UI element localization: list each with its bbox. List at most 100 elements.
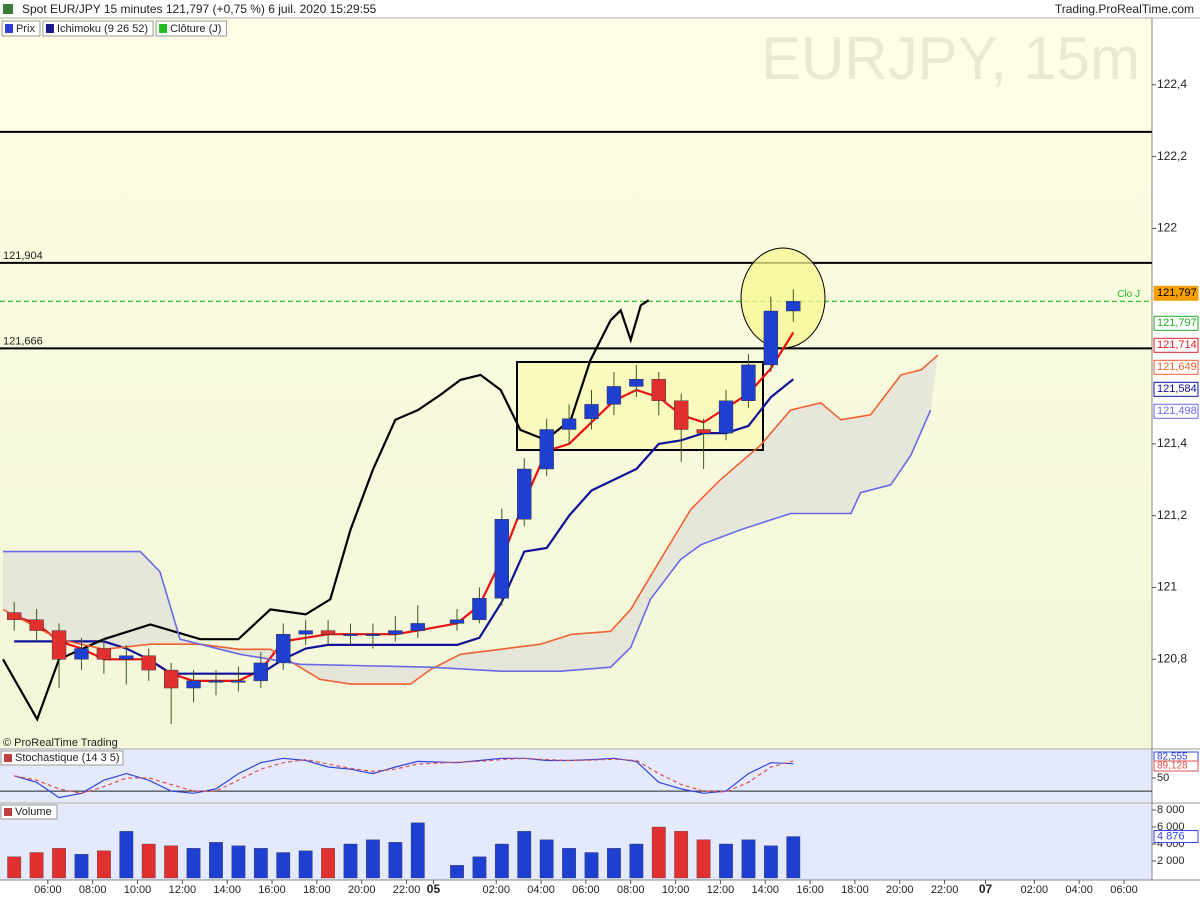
candle-body xyxy=(208,680,224,683)
candle-body xyxy=(141,655,156,671)
price-label-box xyxy=(1153,359,1199,375)
volume-bar xyxy=(343,843,358,879)
indicator-line xyxy=(14,757,794,799)
candle-body xyxy=(320,630,336,635)
x-tick-label: 06:00 xyxy=(1110,884,1138,896)
chart-title: Spot EUR/JPY 15 minutes 121,797 (+0,75 %… xyxy=(22,2,377,16)
source: Trading.ProRealTime.com xyxy=(1055,2,1194,16)
candle-body xyxy=(718,400,734,434)
volume-bar xyxy=(321,848,335,879)
y-tick-label: 120,8 xyxy=(1157,651,1187,665)
candle-body xyxy=(741,364,756,401)
volume-bar xyxy=(607,848,621,879)
last-value-label: 82,555 xyxy=(1157,752,1188,763)
candle-body xyxy=(74,648,89,660)
y-tick-label: 50 xyxy=(1157,772,1169,784)
volume-bar xyxy=(253,848,268,879)
candle-body xyxy=(763,310,779,366)
volume-bar xyxy=(7,856,22,879)
x-tick-label: 08:00 xyxy=(617,884,645,896)
legend-box xyxy=(155,20,227,37)
volume-bar xyxy=(741,839,756,879)
volume-bar xyxy=(74,854,89,879)
volume-bar xyxy=(674,831,689,879)
x-tick-label: 12:00 xyxy=(707,884,735,896)
volume-bar xyxy=(472,856,487,879)
price-label-box xyxy=(1153,381,1199,397)
x-tick-label: 07 xyxy=(979,882,993,896)
volume-bar xyxy=(52,848,66,879)
price-label-box xyxy=(1153,403,1199,419)
indicator-line xyxy=(3,409,932,672)
watermark: EURJPY, 15m xyxy=(761,25,1140,92)
price-label: 121,498 xyxy=(1157,405,1197,417)
volume-bar xyxy=(186,848,201,879)
last-value-box xyxy=(1153,760,1199,772)
volume-bar xyxy=(276,852,291,879)
volume-bar xyxy=(209,842,223,879)
indicator-title: Volume xyxy=(15,806,52,818)
volume-bar xyxy=(298,850,313,879)
marks-layer xyxy=(2,289,939,879)
price-label: 121,797 xyxy=(1157,317,1197,329)
candle-body xyxy=(584,404,599,419)
candle-body xyxy=(629,379,644,387)
volume-bar xyxy=(494,843,509,879)
candle-body xyxy=(674,400,689,430)
upper-zone xyxy=(0,18,1152,132)
volume-bar xyxy=(388,842,403,879)
candle-body xyxy=(365,633,381,636)
price-label-box xyxy=(1153,285,1199,301)
indicator-label-box xyxy=(0,804,58,820)
y-tick-label: 2 000 xyxy=(1157,855,1185,867)
x-tick-label: 05 xyxy=(427,882,441,896)
candle-body xyxy=(96,648,112,660)
stochastic-panel xyxy=(0,750,1152,802)
candle-body xyxy=(449,619,465,624)
x-tick-label: 06:00 xyxy=(34,884,62,896)
candle-body xyxy=(696,429,711,434)
x-tick-label: 12:00 xyxy=(169,884,197,896)
price-label-box xyxy=(1153,337,1199,353)
indicator-icon xyxy=(4,808,12,816)
indicator-line xyxy=(2,299,650,722)
last-value-box xyxy=(1153,830,1199,844)
volume-bar xyxy=(562,848,576,879)
y-tick-label: 121,2 xyxy=(1157,508,1187,522)
x-tick-label: 16:00 xyxy=(796,884,824,896)
legend-label: Clôture (J) xyxy=(170,23,221,35)
volume-bar xyxy=(366,839,380,879)
legend-label: Ichimoku (9 26 52) xyxy=(57,23,148,35)
y-tick-label: 121 xyxy=(1157,580,1177,594)
ichimoku-cloud xyxy=(3,355,938,685)
price-label: 121,797 xyxy=(1157,287,1197,299)
candle-body xyxy=(539,429,554,470)
candle-body xyxy=(494,519,509,599)
candle-body xyxy=(561,418,577,430)
highlight-circle xyxy=(740,247,826,349)
candle-body xyxy=(253,662,268,682)
volume-bar xyxy=(450,865,464,879)
indicator-icon xyxy=(4,754,12,762)
legend-swatch xyxy=(159,24,168,33)
x-tick-label: 08:00 xyxy=(79,884,107,896)
y-tick-label: 8 000 xyxy=(1157,804,1185,816)
volume-bar xyxy=(97,850,111,879)
y-tick-label: 121,4 xyxy=(1157,436,1187,450)
price-label: 121,649 xyxy=(1157,361,1197,373)
candle-body xyxy=(186,680,201,689)
x-tick-label: 14:00 xyxy=(213,884,241,896)
candle-body xyxy=(163,669,179,689)
candle-body xyxy=(472,598,487,621)
app-icon xyxy=(3,4,13,14)
legend-swatch xyxy=(5,24,13,33)
volume-bar xyxy=(119,831,134,879)
indicator-line xyxy=(2,354,939,685)
last-value-label: 4 876 xyxy=(1157,830,1185,842)
volume-bar xyxy=(164,845,179,879)
level-label: 121,904 xyxy=(3,250,43,262)
indicator-line xyxy=(14,378,794,675)
y-tick-label: 122,4 xyxy=(1157,77,1187,91)
x-tick-label: 18:00 xyxy=(303,884,331,896)
